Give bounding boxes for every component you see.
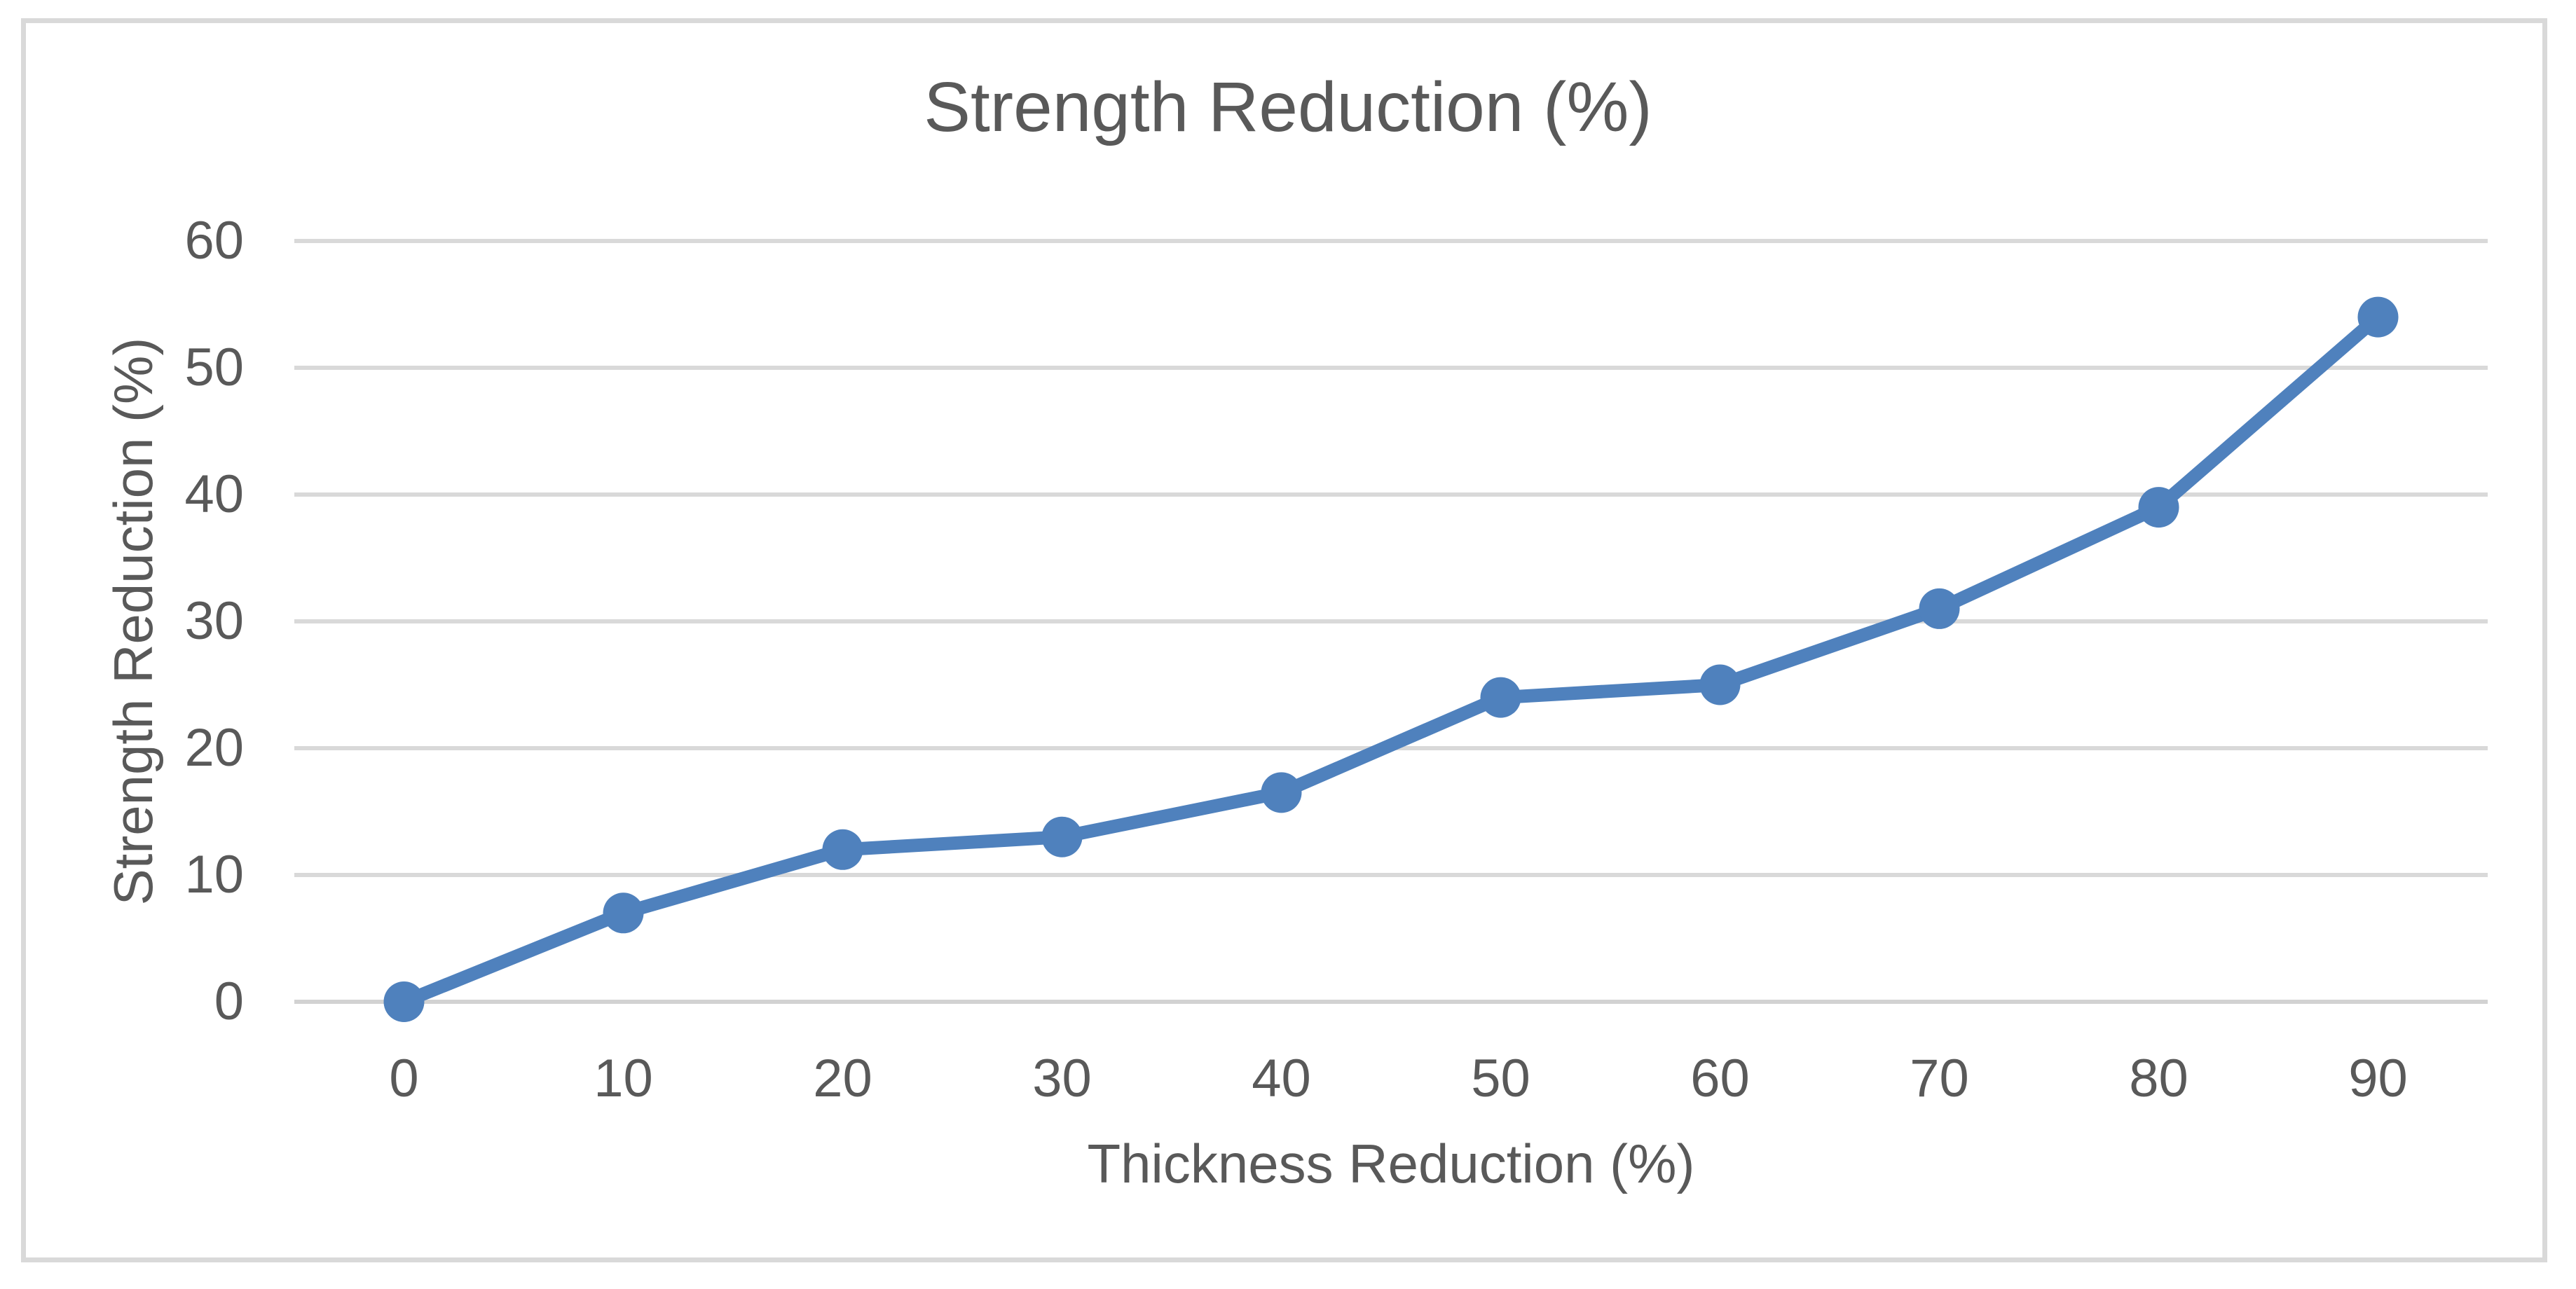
data-point-marker-60 bbox=[1699, 664, 1741, 705]
x-tick-label-30: 30 bbox=[1032, 1049, 1092, 1108]
chart-title: Strength Reduction (%) bbox=[924, 68, 1652, 146]
x-axis-title: Thickness Reduction (%) bbox=[1087, 1133, 1695, 1194]
y-tick-label-30: 30 bbox=[184, 591, 244, 651]
data-point-marker-80 bbox=[2138, 487, 2179, 528]
x-tick-label-60: 60 bbox=[1690, 1049, 1750, 1108]
y-tick-label-40: 40 bbox=[184, 464, 244, 524]
y-tick-label-50: 50 bbox=[184, 338, 244, 397]
x-tick-label-70: 70 bbox=[1910, 1049, 1969, 1108]
data-point-marker-10 bbox=[603, 892, 644, 934]
data-point-marker-90 bbox=[2357, 296, 2399, 338]
data-point-marker-40 bbox=[1261, 772, 1302, 813]
data-point-marker-0 bbox=[383, 981, 425, 1022]
y-tick-label-60: 60 bbox=[184, 211, 244, 270]
x-tick-label-90: 90 bbox=[2348, 1049, 2408, 1108]
y-axis-title: Strength Reduction (%) bbox=[102, 337, 164, 906]
y-tick-label-0: 0 bbox=[214, 972, 244, 1031]
y-tick-label-10: 10 bbox=[184, 845, 244, 904]
data-point-marker-50 bbox=[1480, 677, 1521, 718]
data-point-marker-30 bbox=[1041, 816, 1083, 857]
chart-frame bbox=[21, 18, 2547, 1262]
x-tick-label-10: 10 bbox=[594, 1049, 653, 1108]
data-point-marker-70 bbox=[1919, 588, 1960, 629]
series-line bbox=[397, 310, 2385, 1009]
x-tick-label-50: 50 bbox=[1471, 1049, 1530, 1108]
data-point-marker-20 bbox=[822, 829, 863, 870]
x-tick-label-40: 40 bbox=[1252, 1049, 1311, 1108]
y-tick-label-20: 20 bbox=[184, 718, 244, 778]
x-tick-label-20: 20 bbox=[813, 1049, 872, 1108]
x-tick-label-0: 0 bbox=[389, 1049, 419, 1108]
x-tick-label-80: 80 bbox=[2129, 1049, 2188, 1108]
